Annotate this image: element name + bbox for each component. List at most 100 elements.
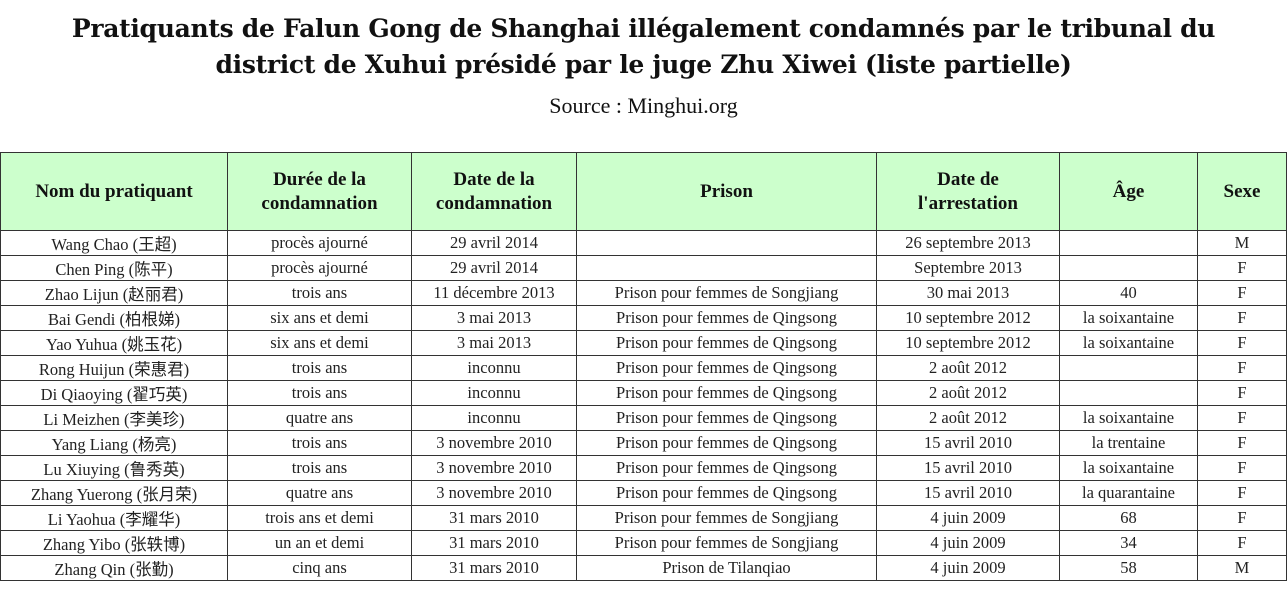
cell-age: 68 xyxy=(1059,505,1198,531)
col-age-header: Âge xyxy=(1059,152,1198,231)
cell-arrest-date: 4 juin 2009 xyxy=(876,530,1060,556)
cell-sentence-date: inconnu xyxy=(411,405,577,431)
cell-prison: Prison pour femmes de Qingsong xyxy=(576,430,877,456)
cell-age: la soixantaine xyxy=(1059,305,1198,331)
table-row: Bai Gendi (柏根娣) six ans et demi 3 mai 2013… xyxy=(0,305,1287,331)
cell-age: 34 xyxy=(1059,530,1198,556)
cell-name: Yao Yuhua (姚玉花) xyxy=(0,330,228,356)
col-arrest-date-header: Date de l'arrestation xyxy=(876,152,1060,231)
cell-age xyxy=(1059,230,1198,256)
cell-name: Zhang Yibo (张轶博) xyxy=(0,530,228,556)
cell-age xyxy=(1059,255,1198,281)
cell-sex: F xyxy=(1197,505,1287,531)
cell-sex: F xyxy=(1197,405,1287,431)
source-line: Source : Minghui.org xyxy=(549,93,738,118)
cell-sex: F xyxy=(1197,430,1287,456)
cell-duration: trois ans xyxy=(227,355,412,381)
cell-prison: Prison pour femmes de Qingsong xyxy=(576,405,877,431)
table-row: Yao Yuhua (姚玉花) six ans et demi 3 mai 2013… xyxy=(0,330,1287,356)
cell-sentence-date: 31 mars 2010 xyxy=(411,555,577,581)
cell-duration: quatre ans xyxy=(227,405,412,431)
table-row: Zhang Yibo (张轶博) un an et demi 31 mars 201… xyxy=(0,530,1287,556)
cell-sentence-date: 31 mars 2010 xyxy=(411,505,577,531)
cell-duration: procès ajourné xyxy=(227,230,412,256)
cell-prison: Prison pour femmes de Qingsong xyxy=(576,355,877,381)
table-row: Lu Xiuying (鲁秀英) trois ans 3 novembre 2010… xyxy=(0,455,1287,481)
table-row: Zhang Qin (张勤) cinq ans 31 mars 2010 Prison… xyxy=(0,555,1287,581)
cell-duration: trois ans xyxy=(227,430,412,456)
cell-duration: six ans et demi xyxy=(227,330,412,356)
cell-arrest-date: 2 août 2012 xyxy=(876,405,1060,431)
page-title: Pratiquants de Falun Gong de Shanghai il… xyxy=(71,14,1216,79)
cell-sentence-date: 29 avril 2014 xyxy=(411,230,577,256)
cell-age: 40 xyxy=(1059,280,1198,306)
cell-name: Li Meizhen (李美珍) xyxy=(0,405,228,431)
cell-arrest-date: 2 août 2012 xyxy=(876,380,1060,406)
cell-prison: Prison pour femmes de Qingsong xyxy=(576,305,877,331)
cell-sentence-date: 3 mai 2013 xyxy=(411,330,577,356)
cell-prison: Prison pour femmes de Songjiang xyxy=(576,280,877,306)
table-row: Li Meizhen (李美珍) quatre ans inconnu Prison … xyxy=(0,405,1287,431)
cell-name: Rong Huijun (荣惠君) xyxy=(0,355,228,381)
cell-sentence-date: 31 mars 2010 xyxy=(411,530,577,556)
cell-age: la trentaine xyxy=(1059,430,1198,456)
cell-prison: Prison de Tilanqiao xyxy=(576,555,877,581)
cell-prison: Prison pour femmes de Qingsong xyxy=(576,330,877,356)
cell-prison: Prison pour femmes de Songjiang xyxy=(576,530,877,556)
cell-name: Chen Ping (陈平) xyxy=(0,255,228,281)
cell-prison: Prison pour femmes de Songjiang xyxy=(576,505,877,531)
cell-arrest-date: 10 septembre 2012 xyxy=(876,305,1060,331)
cell-sex: F xyxy=(1197,330,1287,356)
cell-sex: F xyxy=(1197,280,1287,306)
table-row: Wang Chao (王超) procès ajourné 29 avril 201… xyxy=(0,230,1287,256)
cell-duration: procès ajourné xyxy=(227,255,412,281)
cell-name: Lu Xiuying (鲁秀英) xyxy=(0,455,228,481)
col-sentence-date-header: Date de la condamnation xyxy=(411,152,577,231)
practitioners-table: Nom du pratiquant Durée de la condamnatio… xyxy=(0,152,1287,581)
table-row: Rong Huijun (荣惠君) trois ans inconnu Prison … xyxy=(0,355,1287,381)
cell-duration: trois ans xyxy=(227,455,412,481)
table-row: Chen Ping (陈平) procès ajourné 29 avril 201… xyxy=(0,255,1287,281)
cell-arrest-date: 2 août 2012 xyxy=(876,355,1060,381)
cell-name: Zhang Qin (张勤) xyxy=(0,555,228,581)
cell-prison: Prison pour femmes de Qingsong xyxy=(576,455,877,481)
cell-sentence-date: 3 novembre 2010 xyxy=(411,480,577,506)
cell-sex: F xyxy=(1197,355,1287,381)
cell-arrest-date: 4 juin 2009 xyxy=(876,505,1060,531)
cell-duration: trois ans et demi xyxy=(227,505,412,531)
cell-age: la quarantaine xyxy=(1059,480,1198,506)
cell-sex: F xyxy=(1197,255,1287,281)
cell-duration: quatre ans xyxy=(227,480,412,506)
table-row: Zhao Lijun (赵丽君) trois ans 11 décembre 201… xyxy=(0,280,1287,306)
cell-duration: trois ans xyxy=(227,380,412,406)
cell-sentence-date: 3 novembre 2010 xyxy=(411,430,577,456)
cell-name: Li Yaohua (李耀华) xyxy=(0,505,228,531)
cell-prison xyxy=(576,255,877,281)
col-sex-header: Sexe xyxy=(1197,152,1287,231)
cell-duration: cinq ans xyxy=(227,555,412,581)
cell-name: Bai Gendi (柏根娣) xyxy=(0,305,228,331)
cell-duration: six ans et demi xyxy=(227,305,412,331)
col-prison-header: Prison xyxy=(576,152,877,231)
table-header-row: Nom du pratiquant Durée de la condamnatio… xyxy=(0,152,1287,231)
cell-age: la soixantaine xyxy=(1059,405,1198,431)
col-name-header: Nom du pratiquant xyxy=(0,152,228,231)
cell-age: 58 xyxy=(1059,555,1198,581)
cell-sex: F xyxy=(1197,305,1287,331)
cell-name: Wang Chao (王超) xyxy=(0,230,228,256)
cell-name: Yang Liang (杨亮) xyxy=(0,430,228,456)
cell-sentence-date: inconnu xyxy=(411,355,577,381)
cell-sentence-date: 3 novembre 2010 xyxy=(411,455,577,481)
cell-sex: M xyxy=(1197,555,1287,581)
table-row: Yang Liang (杨亮) trois ans 3 novembre 2010 P… xyxy=(0,430,1287,456)
cell-sex: M xyxy=(1197,230,1287,256)
cell-sex: F xyxy=(1197,380,1287,406)
cell-age: la soixantaine xyxy=(1059,330,1198,356)
cell-sex: F xyxy=(1197,530,1287,556)
cell-age: la soixantaine xyxy=(1059,455,1198,481)
cell-sentence-date: 29 avril 2014 xyxy=(411,255,577,281)
cell-arrest-date: 15 avril 2010 xyxy=(876,455,1060,481)
table-row: Zhang Yuerong (张月荣) quatre ans 3 novembre … xyxy=(0,480,1287,506)
cell-age xyxy=(1059,380,1198,406)
cell-arrest-date: 10 septembre 2012 xyxy=(876,330,1060,356)
